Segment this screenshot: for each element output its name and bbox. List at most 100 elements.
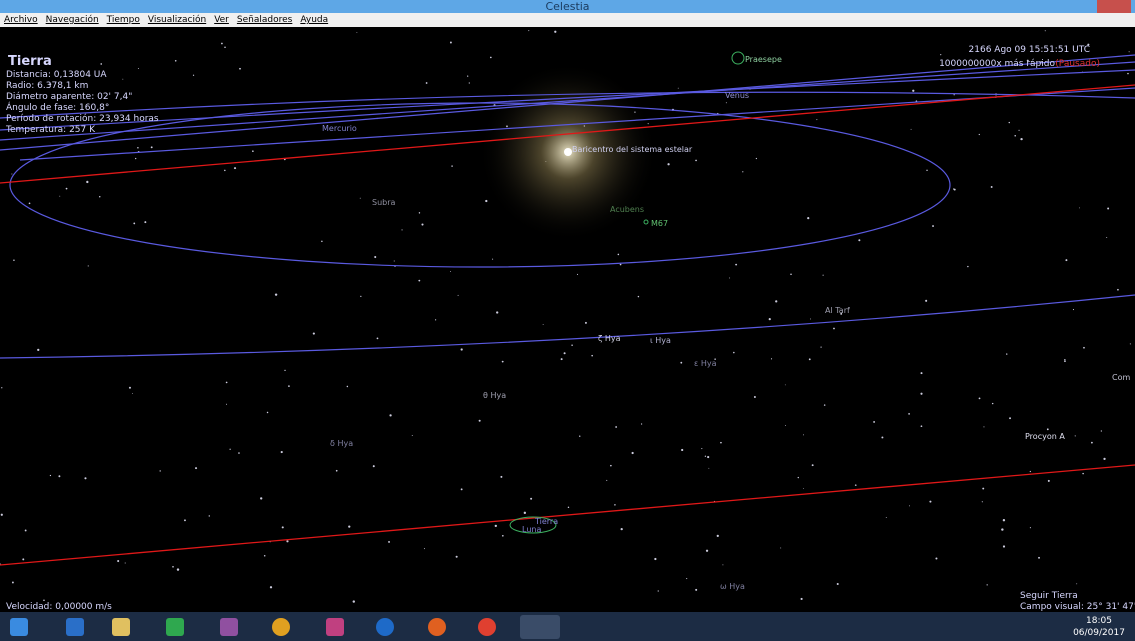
object-label: ζ Hya [598, 334, 621, 343]
app-icon[interactable] [66, 618, 84, 636]
star [160, 470, 161, 471]
star [855, 484, 857, 486]
app-icon[interactable] [478, 618, 496, 636]
app-icon[interactable] [376, 618, 394, 636]
star [615, 426, 617, 428]
info-line: Ángulo de fase: 160,8° [6, 101, 109, 113]
star [987, 584, 988, 585]
app-icon[interactable] [166, 618, 184, 636]
star [234, 167, 236, 169]
star [458, 295, 459, 296]
star [43, 599, 45, 601]
menu-item[interactable]: Ayuda [300, 15, 328, 25]
space-view: PraesepeVenusMercurioBaricentro del sist… [0, 0, 1135, 641]
app-icon[interactable] [220, 618, 238, 636]
star [742, 171, 743, 172]
clock-date: 06/09/2017 [1069, 628, 1129, 638]
star [524, 512, 526, 514]
start-button[interactable] [10, 618, 28, 636]
star [267, 412, 268, 413]
star [50, 475, 51, 476]
star [284, 370, 285, 371]
star [461, 488, 463, 490]
star [571, 345, 572, 346]
star [29, 202, 31, 204]
app-icon[interactable] [272, 618, 290, 636]
star [450, 271, 451, 272]
star [479, 420, 481, 422]
star [11, 174, 12, 175]
close-button[interactable] [1097, 0, 1131, 13]
star [336, 470, 338, 472]
star [1006, 353, 1007, 354]
star [418, 280, 420, 282]
menu-item[interactable]: Visualización [148, 15, 206, 25]
star [377, 337, 379, 339]
star [790, 273, 792, 275]
object-label: Al Tarf [825, 306, 850, 315]
app-icon[interactable] [428, 618, 446, 636]
star [117, 560, 119, 562]
star [686, 578, 687, 579]
star [1076, 583, 1077, 584]
app-icon[interactable] [520, 615, 560, 639]
star [1003, 545, 1005, 547]
star [921, 425, 923, 427]
star [1038, 557, 1040, 559]
star [982, 488, 984, 490]
star [921, 372, 923, 374]
star [412, 435, 413, 436]
star [823, 275, 824, 276]
star [720, 442, 722, 444]
star [1018, 130, 1019, 131]
star [614, 504, 615, 505]
star [954, 189, 956, 191]
star [708, 468, 709, 469]
star [801, 598, 803, 600]
star [585, 322, 587, 324]
star [450, 42, 452, 44]
object-label: ε Hya [694, 359, 717, 368]
star [467, 75, 468, 76]
star [209, 515, 210, 516]
window-title: Celestia [545, 0, 589, 13]
star [1065, 259, 1067, 261]
star [356, 32, 357, 33]
menu-item[interactable]: Ver [214, 15, 229, 25]
star [775, 300, 777, 302]
star [401, 229, 402, 230]
app-icon[interactable] [326, 618, 344, 636]
star [543, 324, 544, 325]
star [456, 556, 458, 558]
menu-item[interactable]: Señaladores [237, 15, 292, 25]
menu-item[interactable]: Navegación [46, 15, 99, 25]
star [926, 170, 927, 171]
star [270, 586, 272, 588]
star [771, 358, 772, 359]
app-icon[interactable] [112, 618, 130, 636]
menu-item[interactable]: Archivo [4, 15, 38, 25]
star [1117, 289, 1119, 291]
star [360, 198, 361, 199]
menu-item[interactable]: Tiempo [107, 15, 140, 25]
star [461, 348, 463, 350]
star [275, 293, 277, 295]
star [992, 403, 993, 404]
star [469, 82, 470, 83]
star [485, 200, 487, 202]
star [226, 404, 227, 405]
object-label: Com [1112, 373, 1130, 382]
star [940, 54, 941, 55]
star [530, 498, 532, 500]
star [579, 436, 580, 437]
star [932, 225, 934, 227]
star [282, 526, 284, 528]
star [954, 94, 955, 95]
star [756, 158, 757, 159]
star [37, 349, 39, 351]
star [881, 436, 883, 438]
star [25, 530, 27, 532]
star [252, 150, 254, 152]
star [224, 46, 226, 48]
star [353, 600, 355, 602]
